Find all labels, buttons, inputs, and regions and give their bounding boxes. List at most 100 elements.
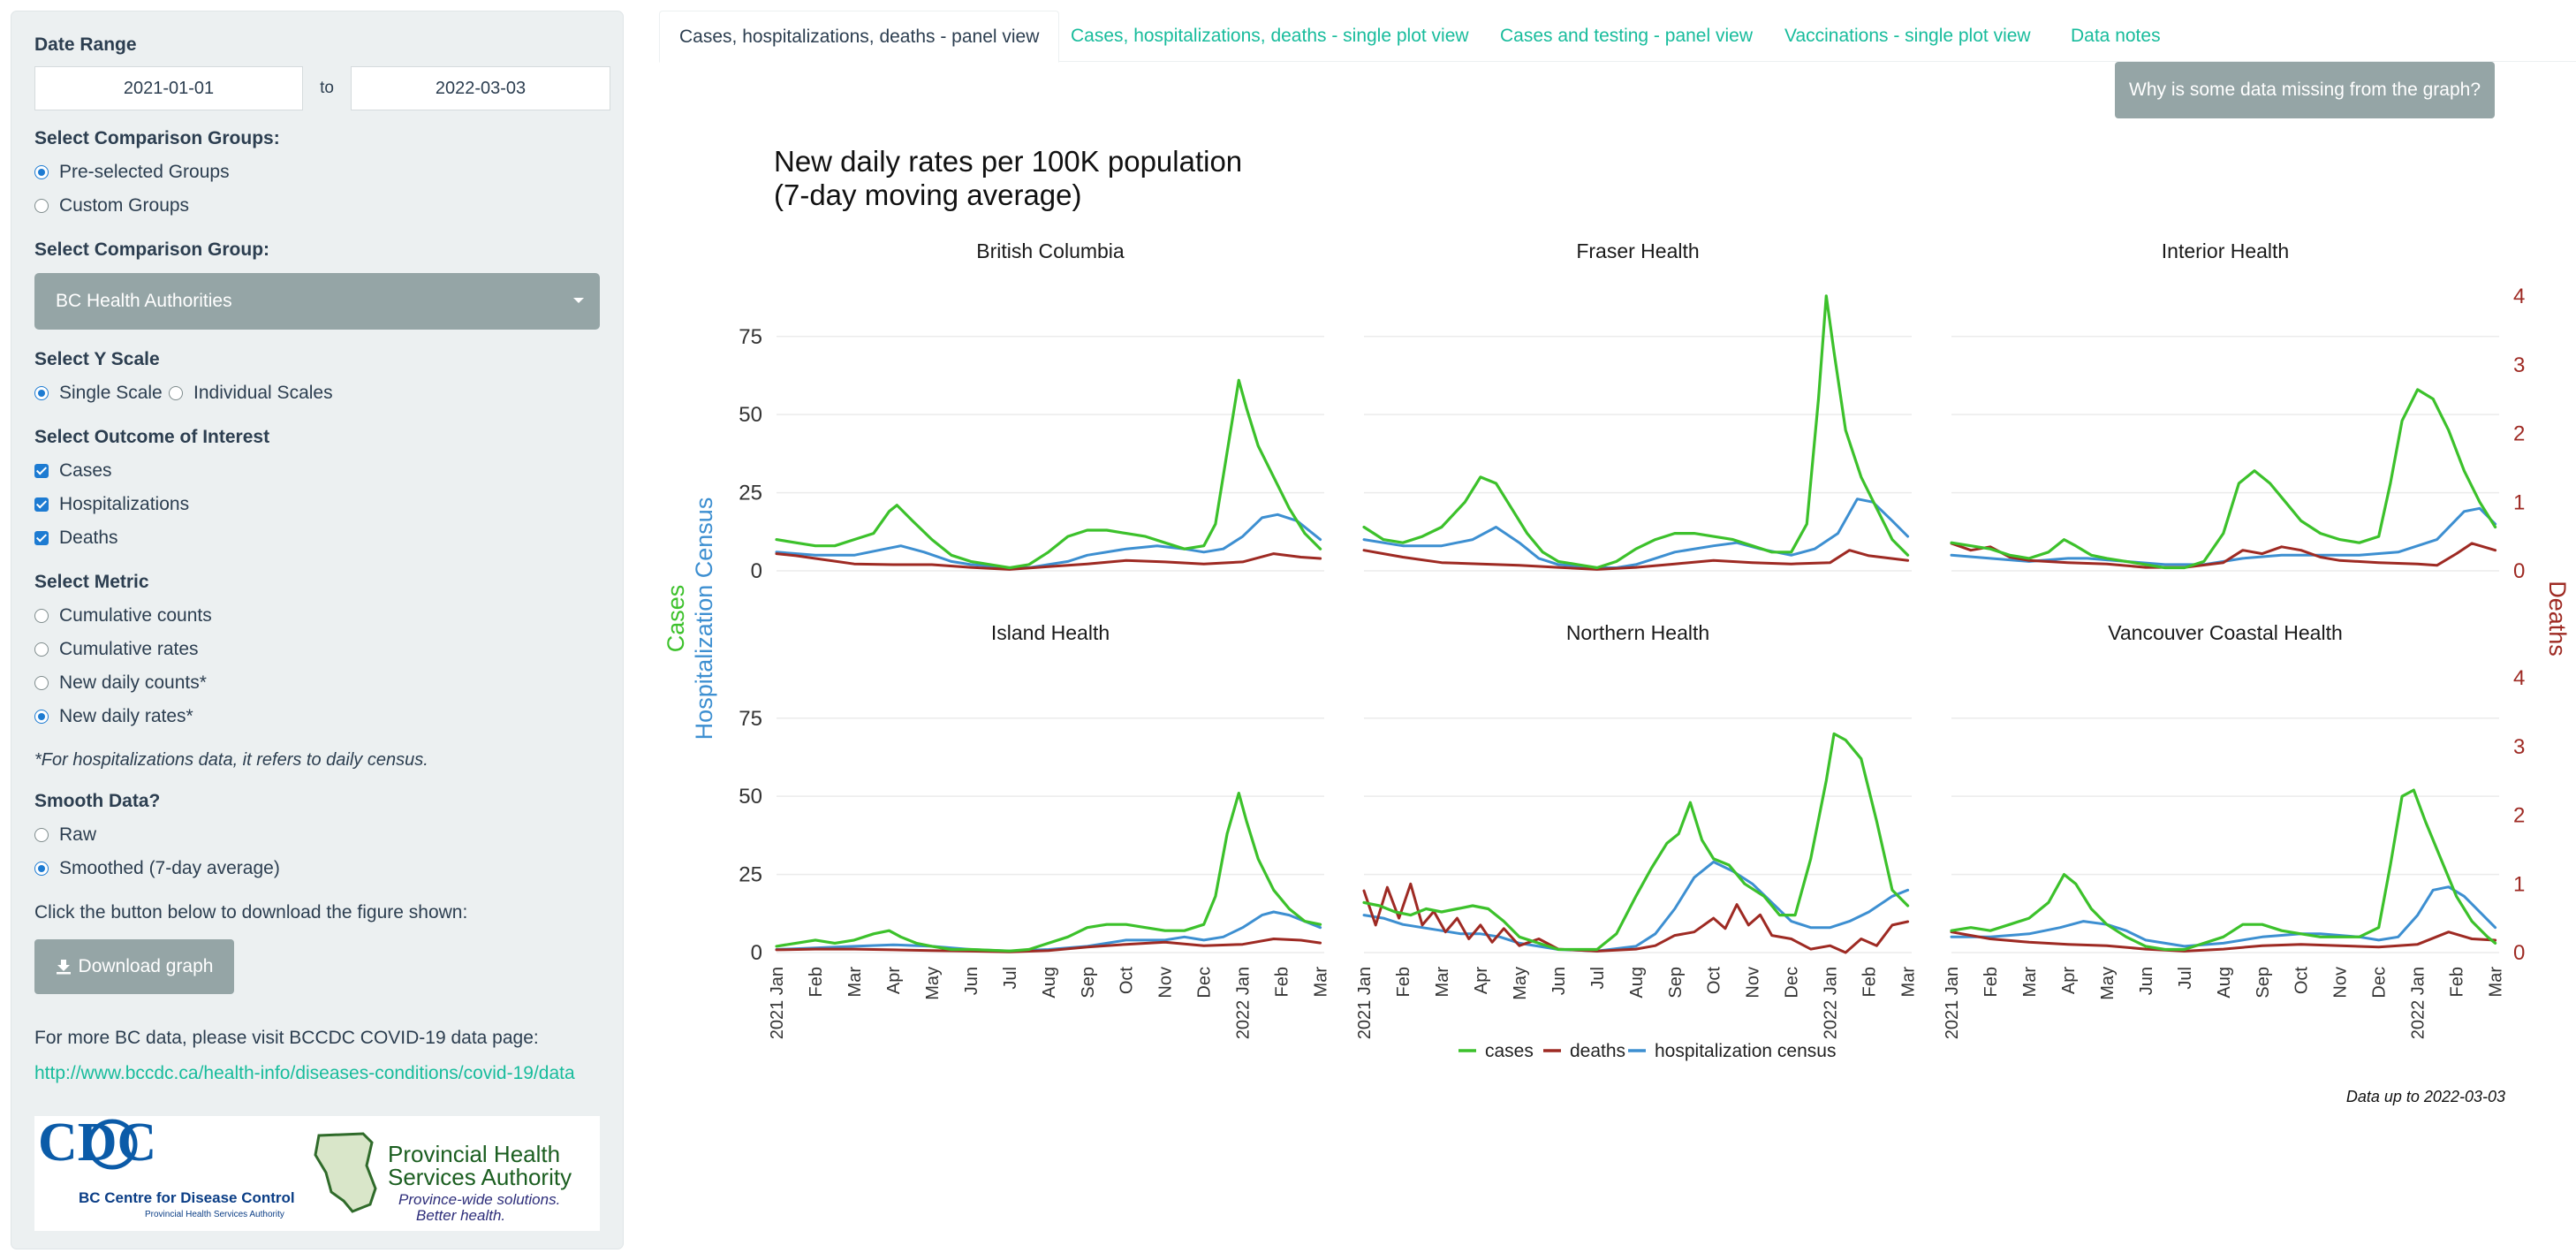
start-date-input[interactable]: 2021-01-01 <box>34 66 303 110</box>
legend-label: hospitalization census <box>1655 1041 1836 1061</box>
panel-title: Island Health <box>991 621 1110 644</box>
option-label: New daily rates* <box>59 706 193 726</box>
y-axis-label-deaths: Deaths <box>2544 581 2571 657</box>
legend-label: deaths <box>1570 1041 1625 1061</box>
tab-panel-view[interactable]: Cases, hospitalizations, deaths - panel … <box>659 11 1060 63</box>
panel-title: Fraser Health <box>1576 239 1699 262</box>
checkbox-hospitalizations[interactable]: Hospitalizations <box>34 494 189 515</box>
chart-title: (7-day moving average) <box>774 178 1082 211</box>
radio-unchecked-icon[interactable] <box>169 386 183 400</box>
tab-single-plot-view[interactable]: Cases, hospitalizations, deaths - single… <box>1071 26 1469 46</box>
x-tick-label: Oct <box>1118 967 1137 995</box>
bccdc-name: BC Centre for Disease Control <box>79 1189 295 1206</box>
deaths-series-line <box>1362 882 1910 954</box>
radio-preselected-groups[interactable]: Pre-selected Groups <box>34 162 230 183</box>
y-tick-label-right: 4 <box>2513 285 2525 308</box>
option-label: Cumulative counts <box>59 605 212 626</box>
hospitalization-series-line <box>1362 497 1910 569</box>
panel-title: British Columbia <box>976 239 1125 262</box>
radio-single-scale[interactable]: Single Scale <box>34 383 163 404</box>
hospitalization-series-line <box>775 513 1322 569</box>
x-tick-label: 2021 Jan <box>1943 967 1962 1039</box>
phsa-line1: Provincial Health <box>388 1141 560 1167</box>
x-tick-label: Nov <box>2331 967 2351 999</box>
x-tick-label: Feb <box>1860 967 1880 997</box>
option-label: Single Scale <box>59 383 163 403</box>
radio-smoothed[interactable]: Smoothed (7-day average) <box>34 858 280 879</box>
tab-bar: Cases, hospitalizations, deaths - panel … <box>659 11 2576 63</box>
y-scale-label: Select Y Scale <box>34 349 160 369</box>
x-tick-label: 2021 Jan <box>768 967 787 1039</box>
x-tick-label: Jul <box>1588 967 1608 990</box>
radio-unchecked-icon[interactable] <box>34 609 49 623</box>
date-range-label: Date Range <box>34 34 137 55</box>
x-tick-label: Apr <box>884 967 904 994</box>
checkbox-cases[interactable]: Cases <box>34 460 112 482</box>
download-graph-button[interactable]: Download graph <box>34 939 234 994</box>
cases-series-line <box>1950 788 2497 952</box>
x-tick-label: Aug <box>1040 967 1059 999</box>
radio-unchecked-icon[interactable] <box>34 676 49 690</box>
bccdc-data-link[interactable]: http://www.bccdc.ca/health-info/diseases… <box>34 1063 575 1083</box>
y-tick-label-left: 75 <box>739 325 762 349</box>
deaths-series-line <box>775 552 1322 571</box>
cases-series-line <box>1362 732 1910 952</box>
option-label: Hospitalizations <box>59 494 190 514</box>
y-tick-label-left: 75 <box>739 707 762 731</box>
x-tick-label: Feb <box>2448 967 2467 997</box>
radio-checked-icon[interactable] <box>34 710 49 724</box>
end-date-input[interactable]: 2022-03-03 <box>351 66 610 110</box>
radio-cumulative-rates[interactable]: Cumulative rates <box>34 639 199 660</box>
x-tick-label: May <box>2098 967 2118 1000</box>
checkbox-checked-icon[interactable] <box>34 531 49 545</box>
tab-data-notes[interactable]: Data notes <box>2071 26 2161 46</box>
x-tick-label: 2022 Jan <box>1822 967 1841 1039</box>
missing-data-button[interactable]: Why is some data missing from the graph? <box>2115 62 2495 118</box>
radio-cumulative-counts[interactable]: Cumulative counts <box>34 605 212 626</box>
x-tick-label: Nov <box>1156 967 1176 999</box>
radio-checked-icon[interactable] <box>34 165 49 179</box>
x-tick-label: Oct <box>2292 967 2312 995</box>
y-tick-label-right: 3 <box>2513 735 2525 759</box>
download-button-label: Download graph <box>78 956 214 976</box>
tab-vaccinations[interactable]: Vaccinations - single plot view <box>1784 26 2031 46</box>
y-tick-label-left: 0 <box>751 941 762 965</box>
comparison-group-select[interactable]: BC Health Authorities <box>34 273 600 330</box>
checkbox-deaths[interactable]: Deaths <box>34 528 118 549</box>
deaths-series-line <box>1950 930 2497 953</box>
comparison-group-value: BC Health Authorities <box>56 291 232 311</box>
bccdc-sub: Provincial Health Services Authority <box>145 1210 284 1219</box>
panel-title: Interior Health <box>2162 239 2289 262</box>
radio-new-daily-rates[interactable]: New daily rates* <box>34 706 193 727</box>
deaths-series-line <box>1362 549 1910 571</box>
radio-unchecked-icon[interactable] <box>34 199 49 213</box>
phsa-tag1: Province-wide solutions. <box>398 1191 560 1208</box>
tab-cases-testing[interactable]: Cases and testing - panel view <box>1500 26 1753 46</box>
checkbox-checked-icon[interactable] <box>34 497 49 512</box>
x-tick-label: May <box>1511 967 1530 1000</box>
chart-svg: New daily rates per 100K population(7-da… <box>663 145 2571 1105</box>
radio-raw[interactable]: Raw <box>34 824 96 846</box>
radio-checked-icon[interactable] <box>34 862 49 876</box>
x-tick-label: Mar <box>1899 967 1919 998</box>
panel-title: Vancouver Coastal Health <box>2108 621 2343 644</box>
x-tick-label: Dec <box>2370 967 2390 999</box>
partner-logos: CDC BC Centre for Disease Control Provin… <box>34 1113 600 1231</box>
y-tick-label-right: 3 <box>2513 353 2525 377</box>
radio-new-daily-counts[interactable]: New daily counts* <box>34 672 207 694</box>
radio-unchecked-icon[interactable] <box>34 828 49 842</box>
y-tick-label-right: 2 <box>2513 422 2525 446</box>
checkbox-checked-icon[interactable] <box>34 464 49 478</box>
radio-checked-icon[interactable] <box>34 386 49 400</box>
option-label: Individual Scales <box>193 383 333 403</box>
x-tick-label: Jun <box>2137 967 2156 995</box>
radio-custom-groups[interactable]: Custom Groups <box>34 195 189 216</box>
x-tick-label: 2022 Jan <box>2409 967 2428 1039</box>
x-tick-label: Dec <box>1195 967 1215 999</box>
radio-individual-scales[interactable]: Individual Scales <box>169 383 333 404</box>
radio-unchecked-icon[interactable] <box>34 642 49 657</box>
date-range-separator: to <box>320 79 334 97</box>
x-tick-label: Sep <box>2254 967 2273 999</box>
cases-series-line <box>1362 294 1910 570</box>
y-tick-label-left: 25 <box>739 863 762 887</box>
